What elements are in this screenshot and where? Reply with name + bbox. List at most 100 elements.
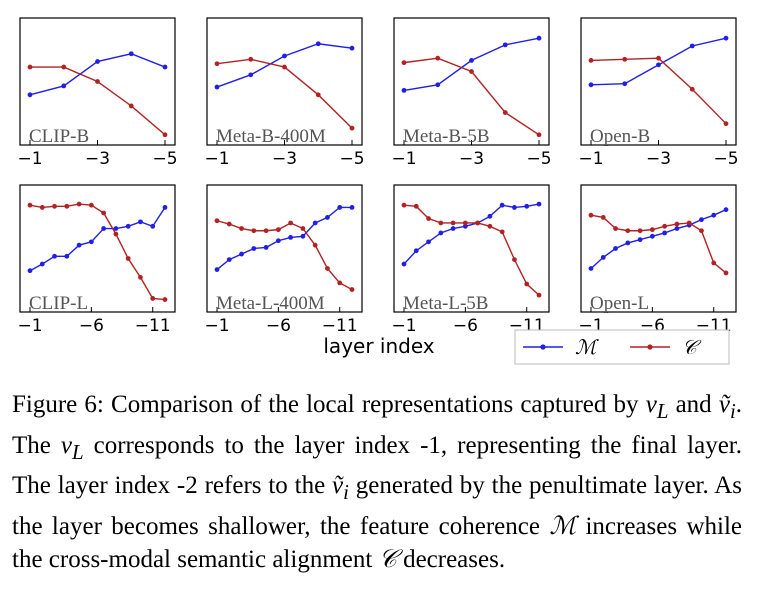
data-point-C <box>226 221 232 227</box>
data-point-C <box>711 260 717 266</box>
data-point-M <box>162 64 168 70</box>
x-tick-label: −6 <box>79 316 104 336</box>
data-point-C <box>251 228 257 234</box>
data-point-M <box>248 72 254 78</box>
data-point-C <box>462 220 468 226</box>
data-point-M <box>349 45 355 51</box>
data-point-C <box>88 202 94 208</box>
legend-marker <box>540 344 546 350</box>
data-point-M <box>524 203 530 209</box>
data-point-M <box>637 237 643 243</box>
data-point-C <box>27 64 33 70</box>
data-point-C <box>39 205 45 210</box>
data-point-C <box>288 220 294 226</box>
data-point-C <box>150 296 156 301</box>
data-point-C <box>637 228 643 234</box>
x-tick-label: −3 <box>459 149 484 169</box>
data-point-C <box>699 228 704 234</box>
data-point-M <box>52 253 57 259</box>
data-point-M <box>600 254 606 260</box>
data-point-C <box>76 201 82 207</box>
data-point-C <box>469 69 474 74</box>
data-point-C <box>95 79 100 84</box>
data-point-C <box>689 86 695 92</box>
data-point-C <box>349 125 355 131</box>
caption-vi-sub: i <box>729 399 736 423</box>
caption-and: and <box>668 391 719 418</box>
panel-4: −1 −3 −5 Open-B <box>578 17 739 169</box>
data-point-M <box>275 238 281 244</box>
data-point-C <box>214 61 220 67</box>
data-point-M <box>662 230 668 236</box>
data-point-C <box>64 203 70 209</box>
x-tick-label: −5 <box>152 149 177 169</box>
data-point-M <box>674 226 680 231</box>
data-point-M <box>251 246 257 251</box>
data-point-C <box>475 220 481 226</box>
data-point-M <box>689 43 695 49</box>
x-tick-label: −1 <box>391 149 416 169</box>
data-point-M <box>401 261 407 267</box>
data-point-M <box>613 246 618 251</box>
panel-frame <box>580 184 737 313</box>
caption-text-2: . The <box>12 391 742 459</box>
data-point-C <box>686 220 692 226</box>
data-point-C <box>325 266 330 271</box>
series-line-C <box>590 57 727 125</box>
data-point-M <box>88 239 94 245</box>
x-tick-label: −11 <box>322 316 358 336</box>
data-point-M <box>125 223 131 229</box>
x-tick-label: −3 <box>646 149 671 169</box>
data-point-C <box>101 210 107 216</box>
data-point-M <box>113 226 119 231</box>
x-tick-label: −5 <box>713 149 738 169</box>
data-point-M <box>622 81 628 87</box>
caption-vi: ṽ <box>718 391 730 418</box>
data-point-C <box>622 56 628 62</box>
data-point-C <box>600 215 606 220</box>
data-point-M <box>162 205 168 210</box>
data-point-C <box>275 227 281 233</box>
x-tick-label: −6 <box>266 316 291 336</box>
x-tick-label: −11 <box>135 316 171 336</box>
data-point-C <box>401 60 407 66</box>
data-point-M <box>588 82 594 88</box>
data-point-M <box>61 83 67 89</box>
caption-vi-2: ṽ <box>332 472 344 499</box>
data-point-C <box>138 274 143 280</box>
data-point-M <box>469 58 474 63</box>
series-line-C <box>30 66 166 136</box>
data-point-M <box>312 220 318 226</box>
data-point-C <box>450 220 456 226</box>
data-point-C <box>512 257 517 262</box>
caption-vL: v <box>645 391 657 418</box>
data-point-M <box>138 219 143 225</box>
data-point-C <box>315 92 321 98</box>
series-line-C <box>403 204 540 296</box>
panel-label: CLIP-L <box>29 293 88 314</box>
panel-label: Meta-B-5B <box>403 126 490 147</box>
x-tick-label: −1 <box>391 316 416 336</box>
panel-1: −1 −3 −5 CLIP-B <box>17 17 178 169</box>
x-tick-label: −1 <box>578 149 603 169</box>
data-point-M <box>27 92 33 98</box>
series-line-M <box>403 203 540 265</box>
caption-vL-sub: L <box>656 399 669 423</box>
data-point-C <box>239 226 244 231</box>
data-point-M <box>723 35 729 41</box>
data-point-M <box>649 233 655 239</box>
x-tick-label: −5 <box>526 149 551 169</box>
data-point-C <box>349 287 355 292</box>
data-point-M <box>625 240 631 246</box>
data-point-M <box>502 42 508 48</box>
data-point-C <box>723 121 729 127</box>
data-point-C <box>502 110 508 115</box>
series-line-C <box>590 214 727 274</box>
panel-label: Meta-L-5B <box>403 293 488 314</box>
x-tick-label: −5 <box>339 149 364 169</box>
data-point-M <box>699 217 704 223</box>
data-point-C <box>588 58 594 63</box>
data-point-M <box>536 35 542 41</box>
